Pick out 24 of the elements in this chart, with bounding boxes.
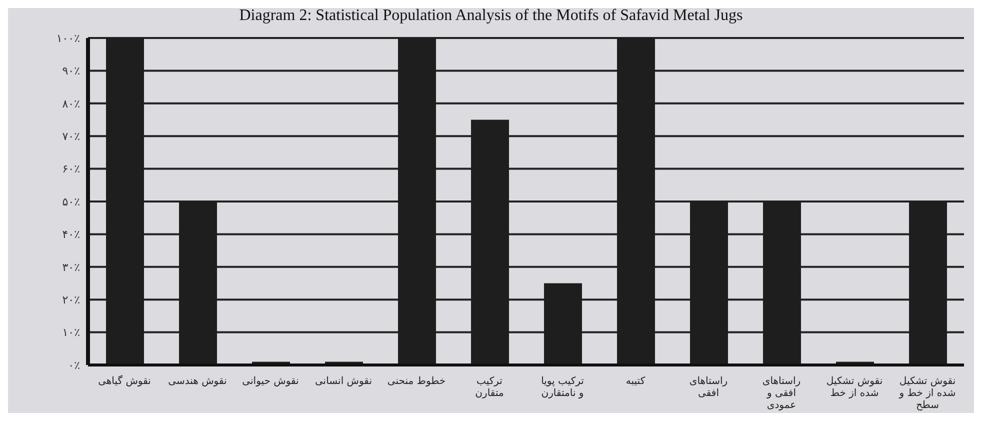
y-tick-label: ۹۰٪ (62, 64, 80, 78)
y-tick-label: ۵۰٪ (62, 195, 80, 208)
x-tick-label: نقوش تشکیل شده از خط و سطح (898, 376, 956, 411)
chart-title: Diagram 2: Statistical Population Analysis of the Motifs of Safavid Metal Jugs (238, 7, 744, 24)
x-tick-label: راستاهای افقی و عمودی (762, 376, 801, 411)
x-tick-label: نقوش تشکیل شده از خط (826, 376, 883, 399)
x-tick-label: ترکیب پویا و نامتقارن (541, 376, 584, 399)
x-tick-label: نقوش هندسی (168, 376, 227, 387)
y-tick-label: ۰٪ (68, 358, 80, 372)
y-tick-label: ۶۰٪ (62, 162, 80, 176)
x-tick-label: کتیبه (626, 376, 646, 387)
y-tick-label: ۲۰٪ (62, 294, 80, 307)
y-tick-label: ۸۰٪ (62, 97, 80, 110)
x-tick-label: راستاهای افقی (689, 376, 728, 399)
x-tick-label: نقوش حیوانی (242, 376, 299, 387)
y-tick-label: ۳۰٪ (62, 260, 80, 274)
y-tick-label: ۷۰٪ (62, 130, 80, 144)
y-tick-label: ۴۰٪ (62, 228, 80, 242)
x-tick-label: خطوط منحنی (387, 376, 446, 387)
x-tick-label: نقوش انسانی (314, 376, 372, 387)
x-tick-label: نقوش گیاهی (98, 375, 151, 387)
y-tick-label: ۱۰۰٪ (56, 32, 80, 45)
y-tick-label: ۱۰٪ (62, 326, 80, 340)
x-tick-label: ترکیب متقارن (475, 376, 504, 399)
